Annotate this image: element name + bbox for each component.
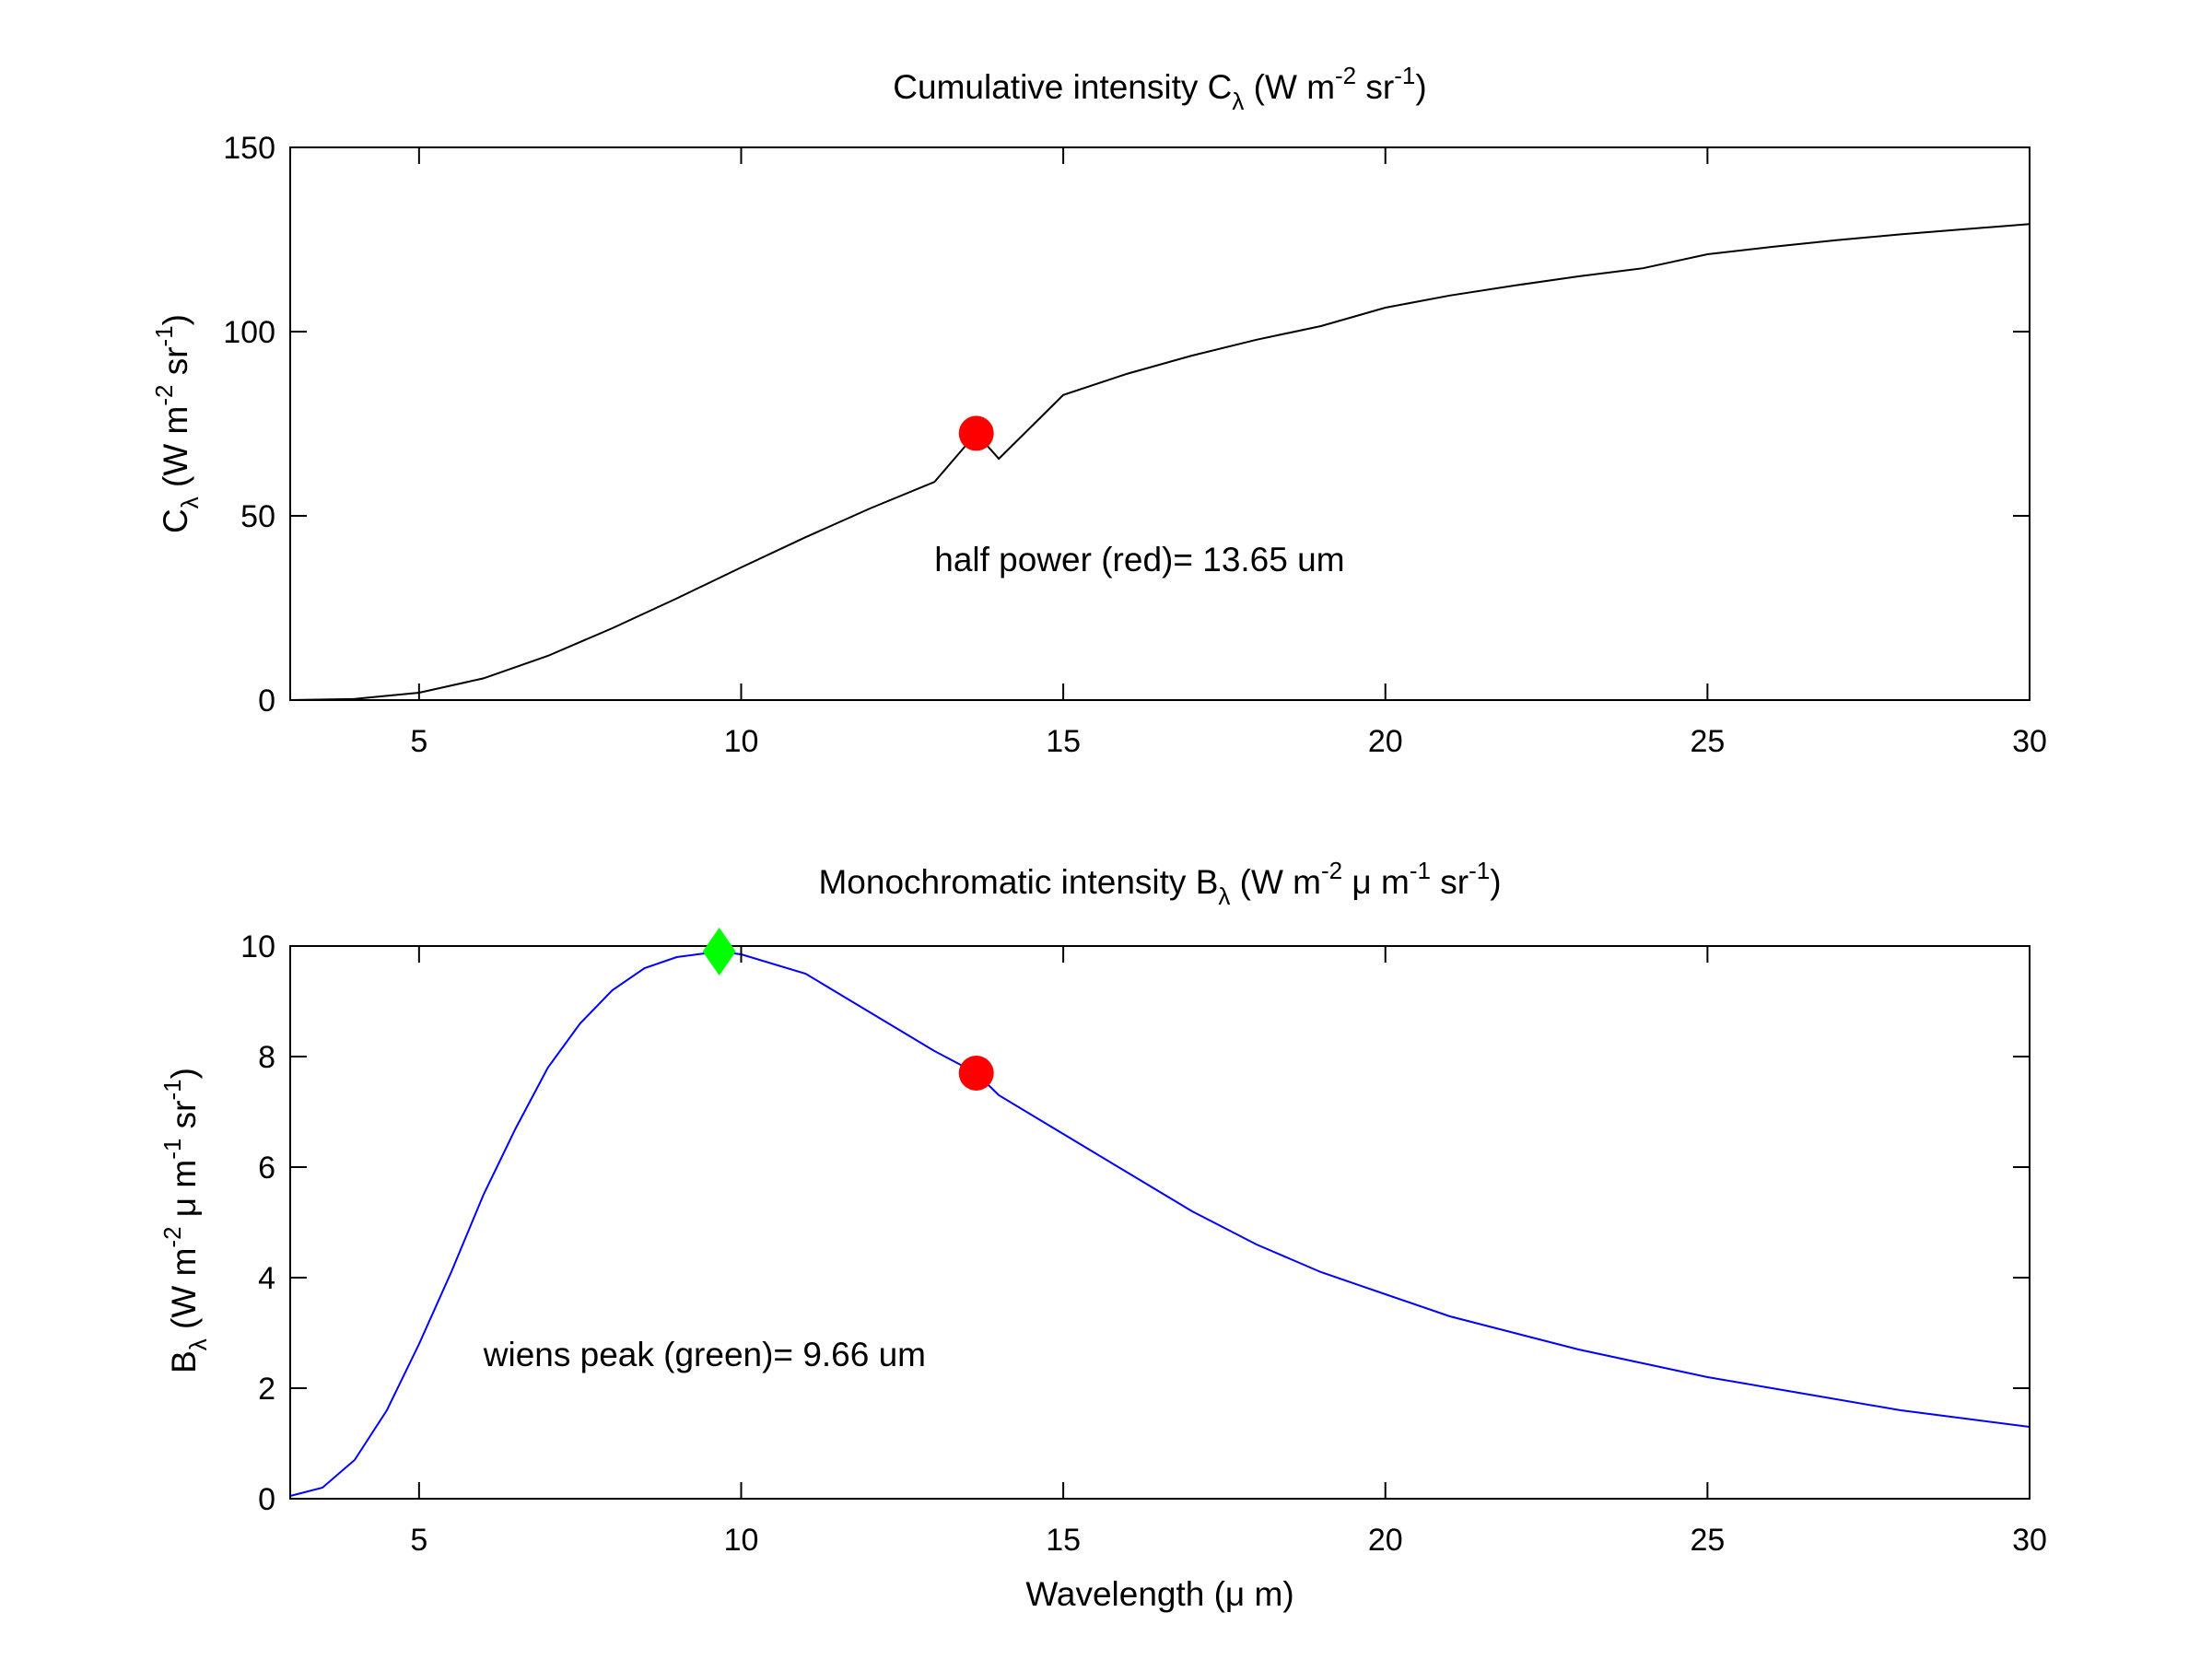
ylabel-exp1: -2 — [158, 1226, 186, 1247]
x-tick-label: 10 — [724, 724, 759, 759]
title-exp3: -1 — [1469, 857, 1490, 884]
x-axis-title: Wavelength (μ m) — [1025, 1575, 1293, 1613]
ylabel-units-suffix: ) — [157, 314, 194, 325]
title-units-prefix: (W m — [1244, 68, 1335, 106]
annotation: wiens peak (green)= 9.66 um — [483, 1336, 926, 1373]
x-tick-label: 20 — [1368, 1523, 1403, 1558]
ylabel-units-suffix: ) — [165, 1068, 203, 1079]
marker-half-power — [958, 1056, 994, 1091]
axes-box — [289, 945, 2031, 1500]
title-units-suffix: ) — [1415, 68, 1426, 106]
x-tick-label: 15 — [1046, 1523, 1081, 1558]
y-tick-label: 50 — [240, 499, 275, 534]
y-tick-label: 6 — [258, 1151, 275, 1186]
x-tick-label: 25 — [1690, 1523, 1725, 1558]
title-main: Cumulative intensity C — [893, 68, 1232, 106]
ylabel-units-mid2: sr — [165, 1101, 203, 1139]
y-tick-label: 10 — [240, 929, 275, 964]
y-tick-label: 4 — [258, 1261, 275, 1296]
subplot-monochromatic: Monochromatic intensity Bλ (W m-2 μ m-1 … — [158, 857, 2047, 1613]
x-tick-label: 5 — [410, 1523, 427, 1558]
title-units-prefix: (W m — [1230, 863, 1321, 901]
ylabel-units-prefix: (W m — [157, 406, 194, 497]
series-line-0 — [289, 950, 2031, 1497]
title-units-mid: sr — [1356, 68, 1394, 106]
title-exp2: -1 — [1394, 62, 1415, 89]
ylabel-main: B — [165, 1350, 203, 1373]
title-units-mid2: sr — [1431, 863, 1469, 901]
ylabel-exp2: -1 — [158, 1139, 186, 1160]
axes-box — [289, 146, 2031, 701]
plot-title: Cumulative intensity Cλ (W m-2 sr-1) — [893, 62, 1426, 115]
plot-title: Monochromatic intensity Bλ (W m-2 μ m-1 … — [818, 857, 1501, 910]
y-axis-title: Cλ (W m-2 sr-1) — [150, 314, 204, 533]
y-tick-label: 8 — [258, 1040, 275, 1075]
x-tick-label: 5 — [410, 724, 427, 759]
y-tick-label: 2 — [258, 1372, 275, 1407]
title-sub: λ — [1218, 882, 1230, 910]
ylabel-units-prefix: (W m — [165, 1248, 203, 1339]
title-main: Monochromatic intensity B — [818, 863, 1218, 901]
ylabel-exp1: -2 — [150, 385, 178, 406]
x-tick-label: 25 — [1690, 724, 1725, 759]
title-exp1: -2 — [1321, 857, 1342, 884]
x-tick-label: 15 — [1046, 724, 1081, 759]
y-tick-label: 150 — [223, 131, 275, 166]
x-tick-label: 30 — [2012, 724, 2047, 759]
y-tick-label: 0 — [258, 683, 275, 719]
annotation: half power (red)= 13.65 um — [934, 541, 1344, 578]
ylabel-sub: λ — [176, 497, 204, 508]
x-tick-label: 30 — [2012, 1523, 2047, 1558]
title-exp1: -2 — [1335, 62, 1356, 89]
title-units-suffix: ) — [1490, 863, 1501, 901]
x-tick-label: 10 — [724, 1523, 759, 1558]
series-line-0 — [289, 223, 2031, 701]
y-tick-label: 100 — [223, 315, 275, 350]
ylabel-units-mid: sr — [157, 346, 194, 384]
ylabel-main: C — [157, 508, 194, 533]
ylabel-exp2: -1 — [150, 325, 178, 346]
subplot-cumulative: Cumulative intensity Cλ (W m-2 sr-1) Cλ … — [150, 62, 2047, 759]
title-exp2: -1 — [1410, 857, 1431, 884]
marker-half-power — [958, 415, 994, 451]
y-tick-label: 0 — [258, 1482, 275, 1517]
title-units-mid: μ m — [1342, 863, 1410, 901]
title-sub: λ — [1232, 88, 1244, 115]
x-tick-label: 20 — [1368, 724, 1403, 759]
y-axis-title: Bλ (W m-2 μ m-1 sr-1) — [158, 1068, 212, 1373]
marker-wiens-peak — [702, 928, 736, 976]
ylabel-exp3: -1 — [158, 1079, 186, 1100]
ylabel-sub: λ — [184, 1338, 212, 1350]
ylabel-units-mid: μ m — [165, 1160, 203, 1227]
